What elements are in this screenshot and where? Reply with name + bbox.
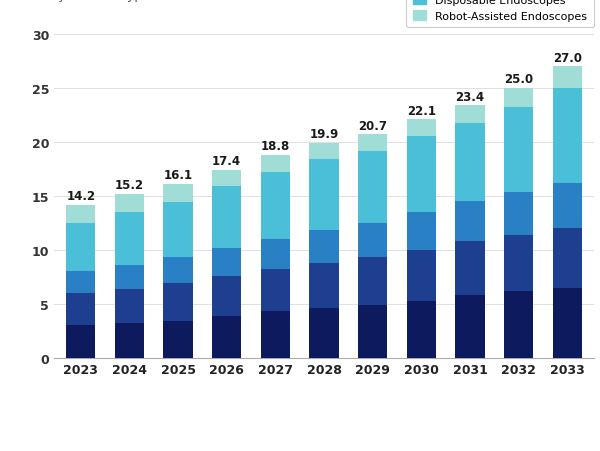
Bar [115,194,144,212]
Bar [261,173,290,239]
Text: biz: biz [569,383,584,392]
Bar [455,242,485,295]
Text: The forecasted market
size for 2033 in USD:: The forecasted market size for 2033 in U… [259,384,377,407]
Bar [212,248,241,276]
Bar [310,231,338,263]
Bar [504,192,533,235]
Bar [66,326,95,358]
Bar [553,288,582,358]
Text: 14.2: 14.2 [66,189,95,202]
Text: 18.8: 18.8 [261,140,290,153]
Text: 27.0: 27.0 [553,52,582,64]
Bar [504,108,533,192]
Bar [455,295,485,358]
Text: 23.4: 23.4 [455,90,485,103]
Bar [115,265,144,289]
Bar [163,258,193,284]
Bar [358,135,387,151]
Bar [310,144,338,160]
Text: The Market will Grow
At the CAGR of:: The Market will Grow At the CAGR of: [61,384,170,407]
Bar [553,89,582,184]
Bar [407,250,436,301]
Text: Size, By Product Type, 2023-2033 (USD Billion): Size, By Product Type, 2023-2033 (USD Bi… [16,0,308,2]
Bar [504,235,533,291]
Bar [163,321,193,358]
Bar [504,291,533,358]
Bar [358,151,387,223]
Bar [455,202,485,242]
Text: 16.1: 16.1 [163,169,193,182]
Bar [212,316,241,358]
Bar [261,312,290,358]
Bar [212,170,241,187]
Bar [358,258,387,305]
Text: ✓: ✓ [451,378,470,398]
Text: $27.0B: $27.0B [354,375,463,403]
Bar [115,212,144,265]
Bar [407,120,436,136]
Bar [66,272,95,293]
Bar [261,156,290,173]
Bar [261,239,290,270]
Bar [163,203,193,258]
Text: 6.8%: 6.8% [160,375,236,403]
Bar [115,323,144,358]
Text: 20.7: 20.7 [358,120,387,133]
Bar [212,276,241,316]
Text: MarketResearch: MarketResearch [467,383,595,397]
Bar [358,223,387,258]
Legend: Rigid Endoscopes, Flexible Endoscopes, Capsule Endoscopes, Disposable Endoscopes: Rigid Endoscopes, Flexible Endoscopes, C… [406,0,594,28]
Bar [553,229,582,288]
Bar [310,160,338,231]
Bar [163,284,193,321]
Bar [261,270,290,312]
Bar [66,223,95,272]
Bar [212,187,241,248]
Bar [310,263,338,308]
Bar [358,305,387,358]
Text: 15.2: 15.2 [115,179,144,192]
Bar [407,301,436,358]
Bar [310,308,338,358]
Bar [504,89,533,108]
Bar [66,293,95,326]
Bar [163,184,193,203]
Bar [553,184,582,229]
Bar [553,67,582,89]
Bar [407,136,436,212]
Text: 19.9: 19.9 [310,128,338,141]
Text: 17.4: 17.4 [212,155,241,168]
Text: 25.0: 25.0 [504,73,533,86]
Bar [455,106,485,123]
Bar [115,289,144,323]
Bar [455,123,485,202]
Text: WIDE RANGE OF GLOBAL MARKET REPORTS: WIDE RANGE OF GLOBAL MARKET REPORTS [467,416,600,421]
Text: 22.1: 22.1 [407,105,436,117]
Bar [66,205,95,223]
Bar [407,212,436,250]
